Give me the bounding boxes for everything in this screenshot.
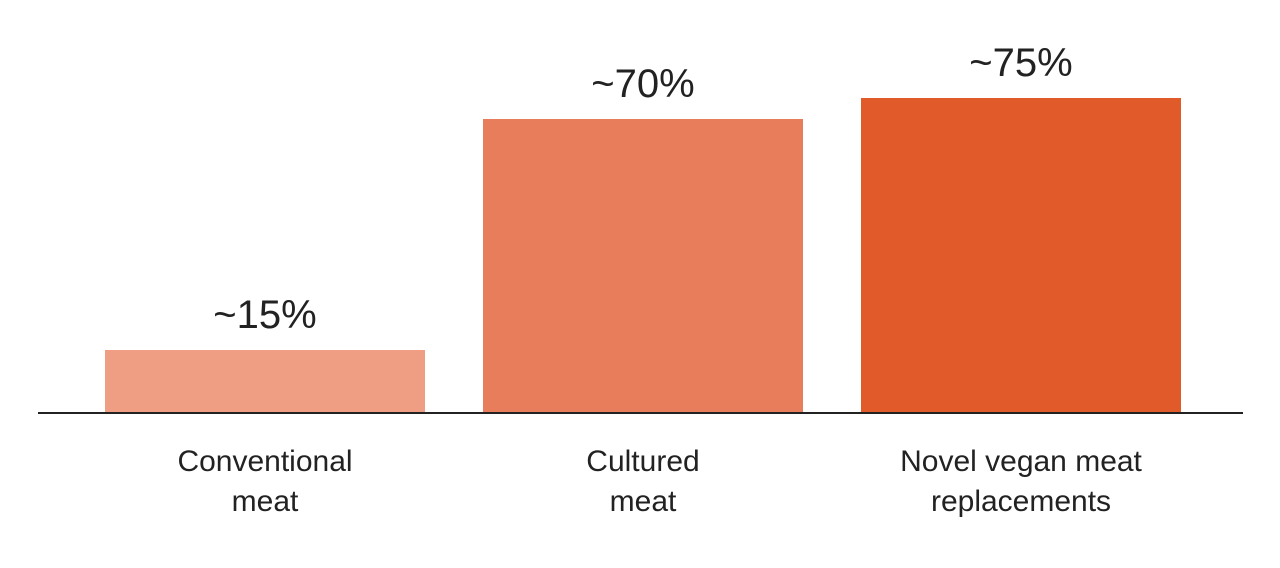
value-label: ~70% [591, 62, 694, 106]
bar [861, 98, 1181, 413]
category-label: Conventional meat [177, 445, 353, 518]
category-label: Novel vegan meat replacements [900, 445, 1142, 518]
bar [483, 119, 803, 413]
value-label: ~75% [969, 41, 1072, 85]
bar [105, 350, 425, 413]
category-label: Cultured meat [586, 445, 700, 518]
value-label: ~15% [213, 293, 316, 337]
